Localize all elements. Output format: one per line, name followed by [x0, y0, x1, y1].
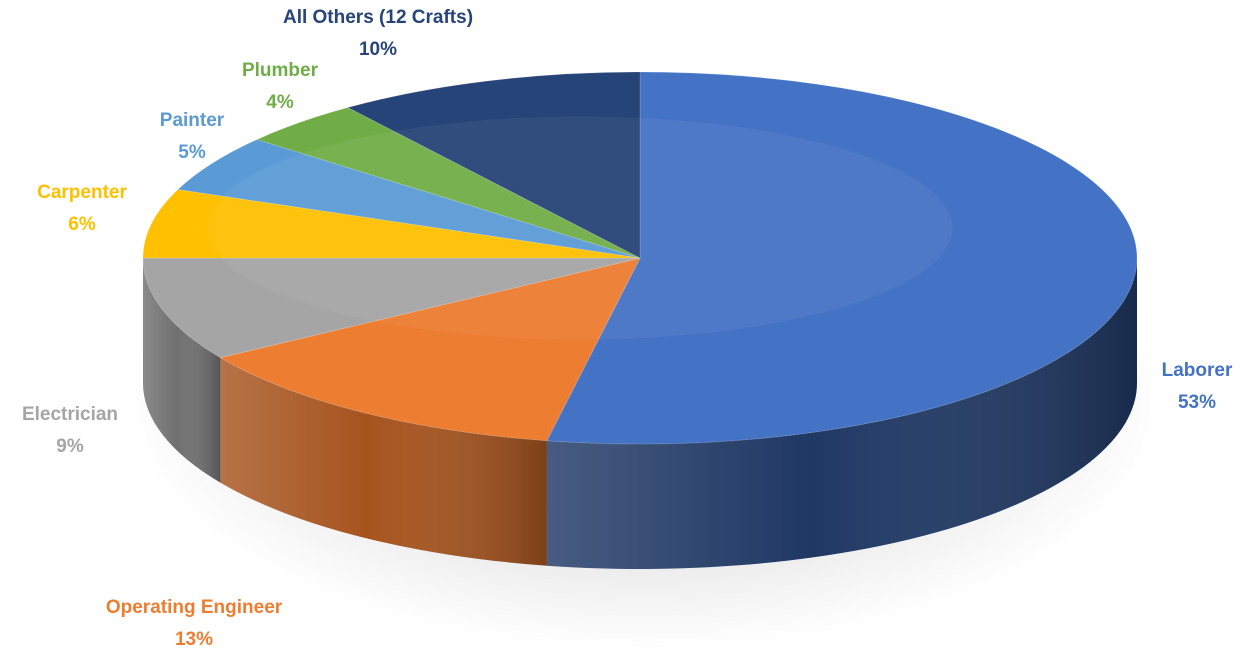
pie-highlight: [207, 116, 953, 340]
label-carpenter: Carpenter: [37, 182, 127, 203]
label-plumber: Plumber: [242, 60, 319, 81]
pie-slice-operating-engineer: [219, 257, 641, 442]
pie-side-shade-electrician: [143, 258, 221, 483]
value-painter: 5%: [178, 142, 206, 163]
value-plumber: 4%: [266, 92, 294, 113]
pie-slice-painter: [176, 138, 641, 259]
pie-slice-electrician: [142, 257, 641, 359]
pie-sides: [143, 258, 1137, 569]
pie-slice-laborer: [546, 71, 1138, 445]
label-all-others-12-crafts: All Others (12 Crafts): [283, 7, 473, 28]
pie-slice-plumber: [255, 106, 641, 259]
pie-labels: Laborer 53% Operating Engineer 13% Electrici…: [22, 7, 1233, 650]
label-operating-engineer: Operating Engineer: [106, 597, 283, 618]
pie-slice-all-others-12-crafts: [346, 71, 641, 259]
value-all-others-12-crafts: 10%: [359, 39, 397, 60]
value-electrician: 9%: [56, 436, 84, 457]
label-electrician: Electrician: [22, 404, 118, 425]
pie-slice-carpenter: [142, 188, 641, 259]
pie-tops: [142, 71, 1138, 445]
value-carpenter: 6%: [68, 214, 96, 235]
label-painter: Painter: [160, 110, 225, 131]
pie-side-shade-operating-engineer: [220, 357, 547, 566]
label-laborer: Laborer: [1162, 360, 1233, 381]
value-laborer: 53%: [1178, 392, 1216, 413]
value-operating-engineer: 13%: [175, 629, 213, 650]
pie-side-shade-laborer: [546, 258, 1137, 569]
